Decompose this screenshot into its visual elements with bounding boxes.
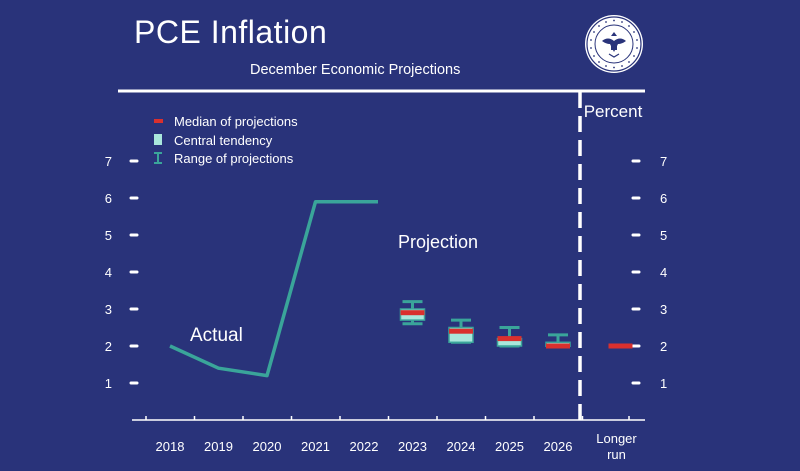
legend-median-label: Median of projections [174,114,298,129]
x-tick-label-2022: 2022 [350,439,379,454]
y-tick-label-left-2: 2 [105,339,112,354]
projection-2024 [448,318,474,344]
x-tick-label-2019: 2019 [204,439,233,454]
y-tick-label-right-5: 5 [660,228,667,243]
y-tick-label-right-6: 6 [660,191,667,206]
x-tick-label-2021: 2021 [301,439,330,454]
projection-2023 [399,300,426,326]
x-tick-label-2025: 2025 [495,439,524,454]
y-tick-label-left-5: 5 [105,228,112,243]
x-tick-label-2018: 2018 [156,439,185,454]
actual-annotation: Actual [190,325,243,346]
page-subtitle: December Economic Projections [250,62,461,78]
series-layer [169,199,633,378]
y-tick-label-right-1: 1 [660,376,667,391]
y-tick-label-right-7: 7 [660,154,667,169]
y-tick-label-right-2: 2 [660,339,667,354]
x-tick-label-run: run [607,447,626,462]
y-axis-right: 1 2 3 4 5 6 7 [631,154,667,391]
legend-range-swatch [154,152,162,164]
x-axis: 2018 2019 2020 2021 2022 2023 2024 2025 2026 Long… [145,416,637,462]
x-tick-label-longer: Longer [596,431,637,446]
x-tick-label-2024: 2024 [447,439,476,454]
actual-series-line [169,199,378,378]
y-tick-label-left-7: 7 [105,154,112,169]
median-marker [400,310,425,316]
y-axis-left: 1 2 3 4 5 6 7 [105,154,139,391]
median-marker [449,328,473,334]
median-marker [546,343,570,349]
unit-label: Percent [584,102,643,121]
projection-annotation: Projection [398,232,478,252]
page-title: PCE Inflation [134,14,328,50]
x-tick-label-2026: 2026 [544,439,573,454]
y-tick-label-left-3: 3 [105,302,112,317]
y-tick-label-left-4: 4 [105,265,112,280]
x-tick-label-2020: 2020 [253,439,282,454]
legend-median-swatch [154,119,163,123]
y-tick-label-left-6: 6 [105,191,112,206]
x-tick-label-2023: 2023 [398,439,427,454]
y-tick-label-right-3: 3 [660,302,667,317]
legend-central-tendency-label: Central tendency [174,133,273,148]
projection-2025 [496,326,523,348]
median-marker [497,336,522,342]
projection-2026 [545,333,571,349]
projection-longer-run [608,343,633,349]
y-tick-label-right-4: 4 [660,265,667,280]
legend-range-label: Range of projections [174,151,294,166]
legend-central-tendency-swatch [154,134,162,145]
legend: Median of projections Central tendency R… [154,114,298,166]
y-tick-label-left-1: 1 [105,376,112,391]
median-marker [608,343,633,349]
federal-reserve-seal-icon [585,15,643,73]
